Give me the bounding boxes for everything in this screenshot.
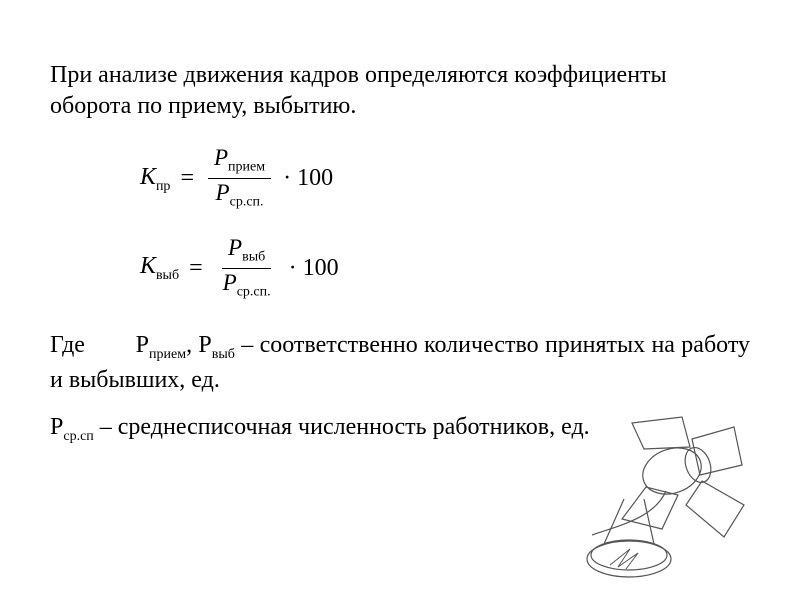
k-pr-lhs: Кпр xyxy=(140,164,170,195)
def1-p1-sub: прием xyxy=(149,347,186,362)
formula-k-pr: Кпр = Рприем Рср.сп. · 100 xyxy=(140,144,750,213)
k-vyb-denominator: Рср.сп. xyxy=(217,269,277,303)
k-pr-factor: 100 xyxy=(297,165,333,192)
k-vyb-num-base: Р xyxy=(228,235,242,260)
equals-sign: = xyxy=(189,255,203,282)
k-vyb-factor: 100 xyxy=(303,255,339,282)
k-pr-denominator: Рср.сп. xyxy=(210,179,270,213)
k-pr-lhs-sub: пр xyxy=(156,178,171,193)
def1-rest: – соответственно количество принятых на … xyxy=(50,332,750,394)
k-pr-num-base: Р xyxy=(214,145,228,170)
k-vyb-lhs: Квыб xyxy=(140,253,179,284)
multiply-dot: · xyxy=(289,255,297,282)
formulas-block: Кпр = Рприем Рср.сп. · 100 Квыб = Рвыб xyxy=(140,144,750,302)
definitions-block: Где Рприем, Рвыб – соответственно количе… xyxy=(50,329,750,447)
multiply-dot: · xyxy=(283,165,291,192)
k-pr-fraction: Рприем Рср.сп. xyxy=(208,144,271,213)
k-vyb-den-sub: ср.сп. xyxy=(237,284,271,299)
def1-prefix: Где xyxy=(50,332,85,358)
def1-sep: , xyxy=(186,332,198,358)
def2-p-sub: ср.сп xyxy=(63,429,93,444)
formula-k-vyb: Квыб = Рвыб Рср.сп. · 100 xyxy=(140,234,750,303)
definition-line-2: Рср.сп – среднесписочная численность раб… xyxy=(50,411,750,447)
k-pr-lhs-base: К xyxy=(140,164,156,190)
def1-p1-base: Р xyxy=(136,332,149,358)
def1-p2-sub: выб xyxy=(212,347,235,362)
definition-line-1: Где Рприем, Рвыб – соответственно количе… xyxy=(50,329,750,397)
k-vyb-den-base: Р xyxy=(223,270,237,295)
k-vyb-lhs-base: К xyxy=(140,253,156,279)
k-pr-numerator: Рприем xyxy=(208,144,271,179)
def2-p-base: Р xyxy=(50,414,63,440)
k-pr-den-base: Р xyxy=(216,180,230,205)
k-pr-den-sub: ср.сп. xyxy=(230,195,264,210)
def2-rest: – среднесписочная численность работников… xyxy=(94,414,590,440)
def1-p2-base: Р xyxy=(198,332,211,358)
k-vyb-fraction: Рвыб Рср.сп. xyxy=(217,234,277,303)
k-vyb-num-sub: выб xyxy=(242,249,265,264)
k-vyb-lhs-sub: выб xyxy=(156,268,179,283)
k-vyb-numerator: Рвыб xyxy=(222,234,271,269)
equals-sign: = xyxy=(180,165,194,192)
intro-text: При анализе движения кадров определяются… xyxy=(50,60,750,122)
k-pr-num-sub: прием xyxy=(228,160,265,175)
